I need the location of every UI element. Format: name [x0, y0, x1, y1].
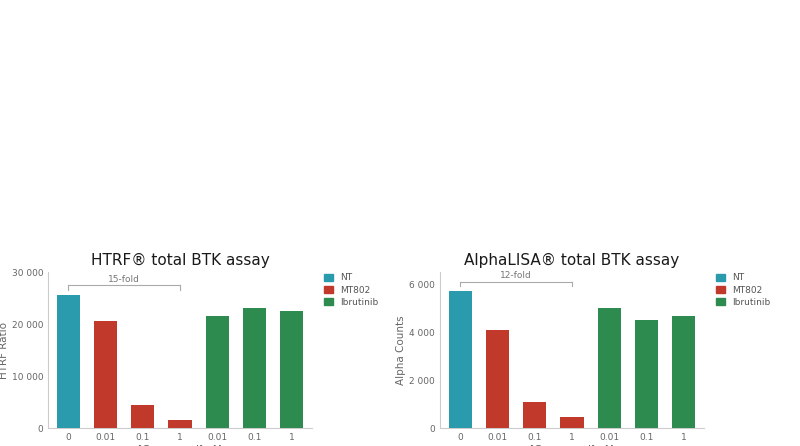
Bar	[243, 309, 266, 428]
X-axis label: [Compound] µM: [Compound] µM	[530, 445, 614, 446]
Bar	[523, 402, 546, 428]
Legend: NT, MT802, Ibrutinib: NT, MT802, Ibrutinib	[325, 273, 378, 307]
Bar	[672, 317, 695, 428]
Bar	[486, 330, 509, 428]
Title: HTRF® total BTK assay: HTRF® total BTK assay	[90, 253, 270, 268]
Title: AlphaLISA® total BTK assay: AlphaLISA® total BTK assay	[464, 253, 680, 268]
Y-axis label: HTRF Ratio: HTRF Ratio	[0, 322, 9, 379]
Bar	[561, 417, 583, 428]
Bar	[57, 296, 80, 428]
Bar	[206, 316, 229, 428]
X-axis label: [Compound] µM: [Compound] µM	[138, 445, 222, 446]
Bar	[94, 322, 117, 428]
Text: 15-fold: 15-fold	[108, 274, 140, 284]
Bar	[635, 320, 658, 428]
Bar	[169, 420, 191, 428]
Bar	[280, 311, 303, 428]
Bar	[449, 291, 472, 428]
Bar	[131, 405, 154, 428]
Legend: NT, MT802, Ibrutinib: NT, MT802, Ibrutinib	[717, 273, 770, 307]
Y-axis label: Alpha Counts: Alpha Counts	[397, 315, 406, 385]
Text: 12-fold: 12-fold	[500, 271, 532, 280]
Bar	[598, 308, 621, 428]
